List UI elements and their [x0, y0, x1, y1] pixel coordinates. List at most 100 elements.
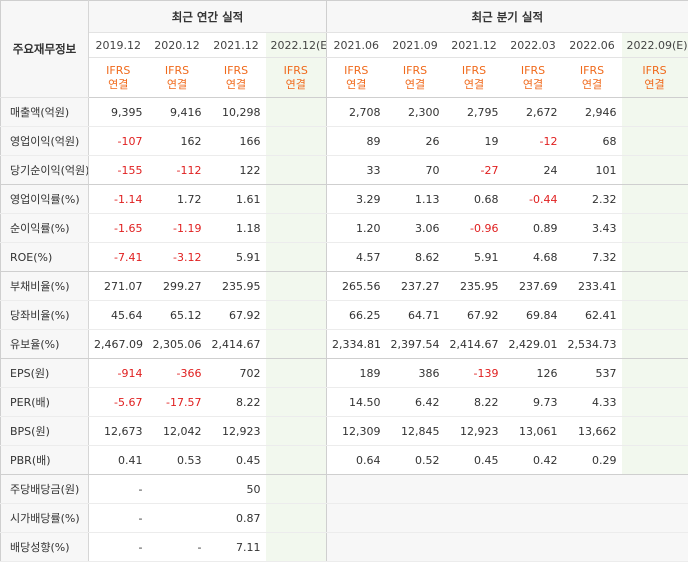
value-cell [444, 474, 504, 504]
value-cell: 1.61 [206, 184, 266, 214]
value-cell: 12,309 [326, 416, 386, 446]
value-cell [444, 532, 504, 562]
value-cell: 13,662 [562, 416, 622, 446]
table-row: BPS(원) 12,673 12,042 12,923 12,309 12,845 12,9… [0, 416, 688, 446]
value-cell: - [88, 474, 148, 504]
value-cell: 2,305.06 [147, 329, 207, 359]
table-row: PER(배) -5.67 -17.57 8.22 14.50 6.42 8.22 9.73 4.… [0, 387, 688, 417]
ifrs-label: IFRS [642, 63, 667, 77]
value-cell [385, 532, 445, 562]
table-row: 배당성향(%) - -7.11 [0, 532, 688, 562]
value-cell [621, 445, 688, 475]
value-cell: 1.72 [147, 184, 207, 214]
consolidated-label: 연결 [581, 77, 603, 91]
table-row: EPS(원) -914 -366 702 189 386 -139 126 537 [0, 358, 688, 388]
table-row: 순이익률(%) -1.65 -1.19 1.18 1.20 3.06 -0.96 0.89 3.… [0, 213, 688, 243]
annual-title: 최근 연간 실적 [88, 0, 327, 33]
row-label: PBR(배) [0, 445, 89, 475]
value-cell: 3.29 [326, 184, 386, 214]
value-cell: 26 [385, 126, 445, 156]
value-cell: 702 [206, 358, 266, 388]
value-cell: 2,429.01 [503, 329, 563, 359]
row-header-title: 주요재무정보 [0, 0, 89, 98]
row-label: 영업이익률(%) [0, 184, 89, 214]
value-cell: 189 [326, 358, 386, 388]
value-cell: 2,334.81 [326, 329, 386, 359]
value-cell: - [147, 532, 207, 562]
value-cell [265, 271, 327, 301]
table-row: 당기순이익(억원) -155 -112 122 33 70 -27 24 101 [0, 155, 688, 185]
value-cell: 2,708 [326, 97, 386, 127]
table-row: 당좌비율(%) 45.64 65.12 67.92 66.25 64.71 67.92 69.… [0, 300, 688, 330]
value-cell [621, 155, 688, 185]
value-cell [621, 242, 688, 272]
value-cell [265, 126, 327, 156]
quarter-title: 최근 분기 실적 [326, 0, 688, 33]
value-cell: 1.13 [385, 184, 445, 214]
period-header-quarter-3: 2022.03 [503, 32, 563, 58]
value-cell [444, 503, 504, 533]
row-label: 시가배당률(%) [0, 503, 89, 533]
value-cell: 12,923 [444, 416, 504, 446]
value-cell: 0.53 [147, 445, 207, 475]
value-cell [265, 242, 327, 272]
value-cell [503, 532, 563, 562]
value-cell: 64.71 [385, 300, 445, 330]
value-cell: 2,672 [503, 97, 563, 127]
value-cell [265, 300, 327, 330]
value-cell: 10,298 [206, 97, 266, 127]
value-cell [621, 503, 688, 533]
row-label: 주당배당금(원) [0, 474, 89, 504]
value-cell [621, 213, 688, 243]
value-cell: 0.41 [88, 445, 148, 475]
row-label: 당좌비율(%) [0, 300, 89, 330]
ifrs-badge-quarter-4: IFRS 연결 [562, 57, 622, 98]
ifrs-badge-quarter-5: IFRS 연결 [621, 57, 688, 98]
value-cell: 2,414.67 [206, 329, 266, 359]
ifrs-badge-quarter-2: IFRS 연결 [444, 57, 504, 98]
ifrs-label: IFRS [402, 63, 428, 77]
table-row: 매출액(억원) 9,395 9,416 10,298 2,708 2,300 2,795 2,… [0, 97, 688, 127]
value-cell: 8.22 [206, 387, 266, 417]
value-cell: 2.32 [562, 184, 622, 214]
period-header-quarter-4: 2022.06 [562, 32, 622, 58]
value-cell: 2,946 [562, 97, 622, 127]
value-cell [265, 474, 327, 504]
ifrs-badge-quarter-3: IFRS 연결 [503, 57, 563, 98]
consolidated-label: 연결 [346, 77, 367, 91]
value-cell [562, 503, 622, 533]
value-cell: 101 [562, 155, 622, 185]
value-cell: 237.69 [503, 271, 563, 301]
period-header-annual-2: 2021.12 [206, 32, 266, 58]
ifrs-label: IFRS [164, 63, 190, 77]
consolidated-label: 연결 [108, 77, 129, 91]
row-label: 영업이익(억원) [0, 126, 89, 156]
ifrs-badge-annual-3: IFRS 연결 [265, 57, 327, 98]
value-cell: 0.29 [562, 445, 622, 475]
value-cell [621, 358, 688, 388]
value-cell: -7.41 [88, 242, 148, 272]
value-cell: 237.27 [385, 271, 445, 301]
value-cell: -914 [88, 358, 148, 388]
value-cell: -0.44 [503, 184, 563, 214]
value-cell: -12 [503, 126, 563, 156]
value-cell [147, 503, 207, 533]
table-row: 영업이익률(%) -1.14 1.72 1.61 3.29 1.13 0.68 -0.44 2.… [0, 184, 688, 214]
value-cell: 69.84 [503, 300, 563, 330]
value-cell [503, 503, 563, 533]
value-cell: 0.64 [326, 445, 386, 475]
value-cell: 0.68 [444, 184, 504, 214]
value-cell: 50 [206, 474, 266, 504]
consolidated-label: 연결 [166, 77, 188, 91]
period-header-quarter-0: 2021.06 [326, 32, 386, 58]
value-cell: 45.64 [88, 300, 148, 330]
table-row: 주당배당금(원) - 50 [0, 474, 688, 504]
value-cell: -155 [88, 155, 148, 185]
value-cell [621, 532, 688, 562]
value-cell [265, 387, 327, 417]
value-cell: 386 [385, 358, 445, 388]
value-cell [503, 474, 563, 504]
row-label: BPS(원) [0, 416, 89, 446]
consolidated-label: 연결 [285, 77, 306, 91]
value-cell [621, 97, 688, 127]
